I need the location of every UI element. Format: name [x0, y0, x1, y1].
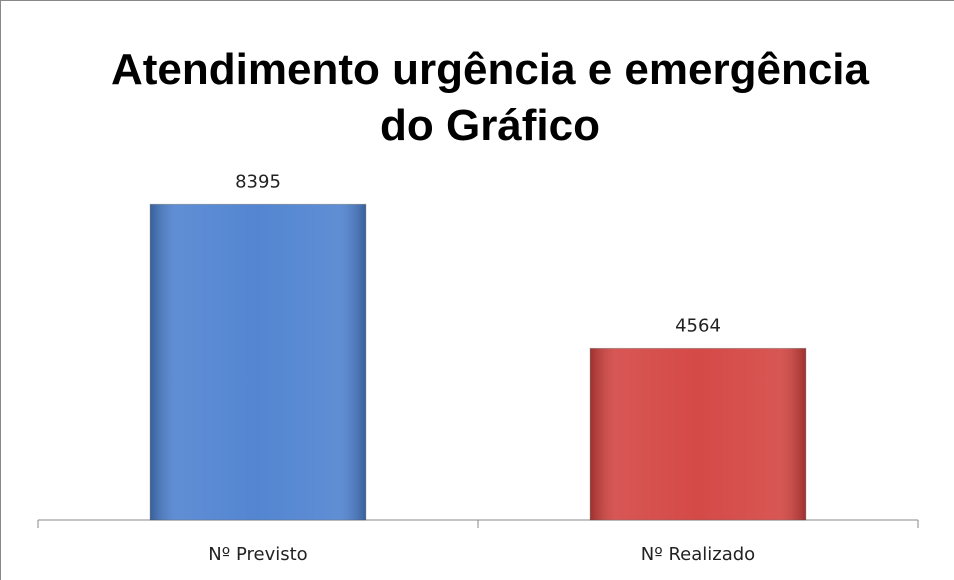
x-tick-label: Nº Realizado	[641, 544, 755, 565]
bar	[589, 347, 807, 521]
chart-title: Atendimento urgência e emergência do Grá…	[111, 45, 869, 150]
data-label: 8395	[235, 171, 281, 192]
data-label: 4564	[675, 315, 721, 336]
bar	[149, 203, 367, 521]
x-tick-label: Nº Previsto	[208, 544, 307, 565]
